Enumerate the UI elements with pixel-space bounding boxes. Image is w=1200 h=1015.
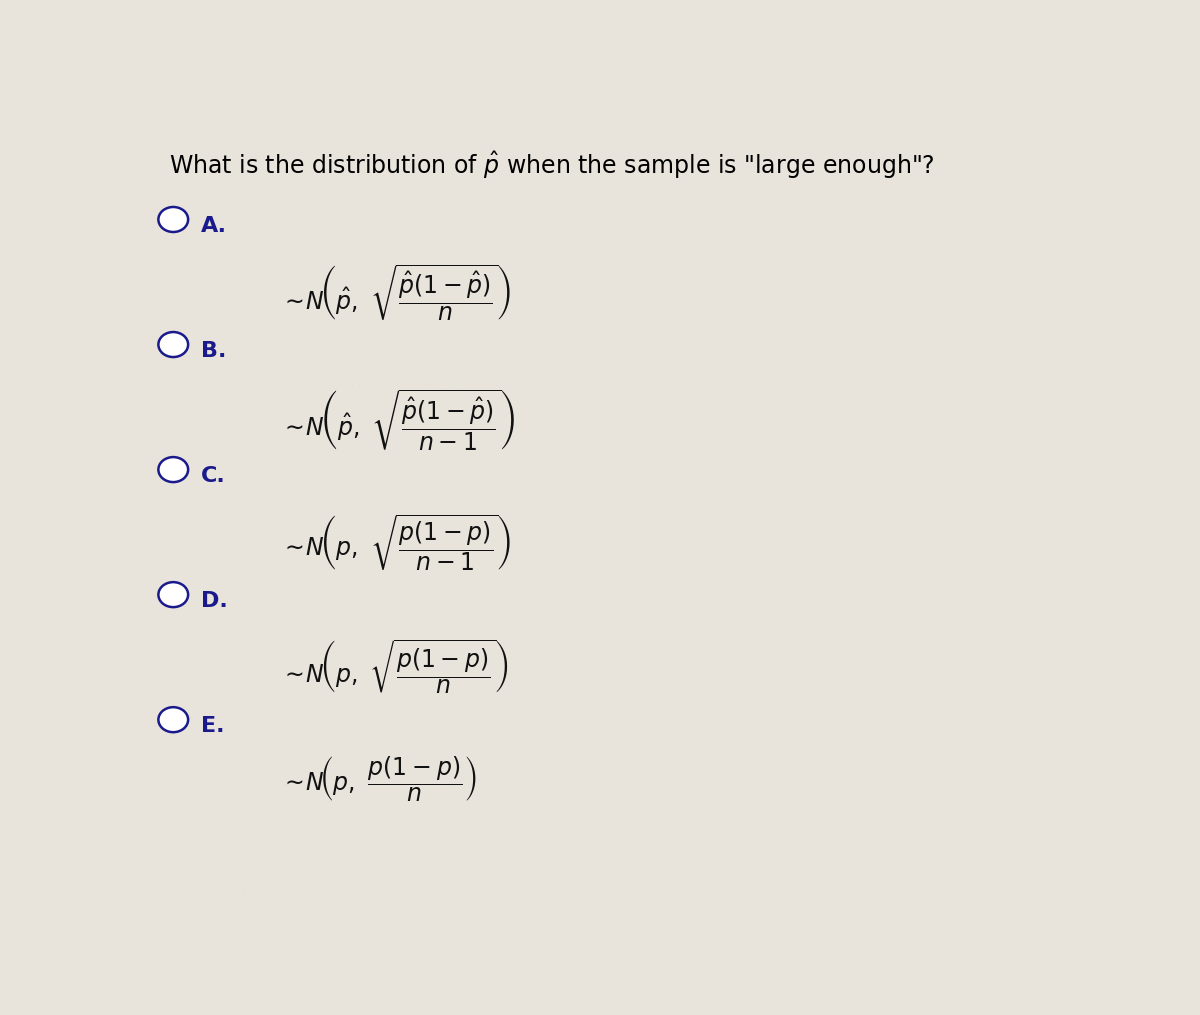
Circle shape bbox=[158, 457, 188, 482]
Text: E.: E. bbox=[202, 716, 224, 736]
Text: C.: C. bbox=[202, 466, 226, 486]
Circle shape bbox=[158, 207, 188, 232]
Text: What is the distribution of $\hat{p}$ when the sample is "large enough"?: What is the distribution of $\hat{p}$ wh… bbox=[168, 149, 935, 181]
Text: D.: D. bbox=[202, 591, 228, 611]
Circle shape bbox=[158, 332, 188, 357]
Text: $\sim\!N\!\left(\hat{p},\ \sqrt{\dfrac{\hat{p}(1-\hat{p})}{n}}\right)$: $\sim\!N\!\left(\hat{p},\ \sqrt{\dfrac{\… bbox=[281, 263, 511, 323]
Text: A.: A. bbox=[202, 215, 227, 235]
Circle shape bbox=[158, 707, 188, 732]
Circle shape bbox=[158, 583, 188, 607]
Text: $\sim\!N\!\left(\hat{p},\ \sqrt{\dfrac{\hat{p}(1-\hat{p})}{n-1}}\right)$: $\sim\!N\!\left(\hat{p},\ \sqrt{\dfrac{\… bbox=[281, 388, 516, 453]
Text: B.: B. bbox=[202, 341, 227, 360]
Text: $\sim\!N\!\left(p,\ \sqrt{\dfrac{p(1-p)}{n}}\right)$: $\sim\!N\!\left(p,\ \sqrt{\dfrac{p(1-p)}… bbox=[281, 637, 509, 697]
Text: $\sim\!N\!\left(p,\ \sqrt{\dfrac{p(1-p)}{n-1}}\right)$: $\sim\!N\!\left(p,\ \sqrt{\dfrac{p(1-p)}… bbox=[281, 513, 511, 573]
Text: $\sim\!N\!\left(p,\ \dfrac{p(1-p)}{n}\right)$: $\sim\!N\!\left(p,\ \dfrac{p(1-p)}{n}\ri… bbox=[281, 755, 476, 804]
